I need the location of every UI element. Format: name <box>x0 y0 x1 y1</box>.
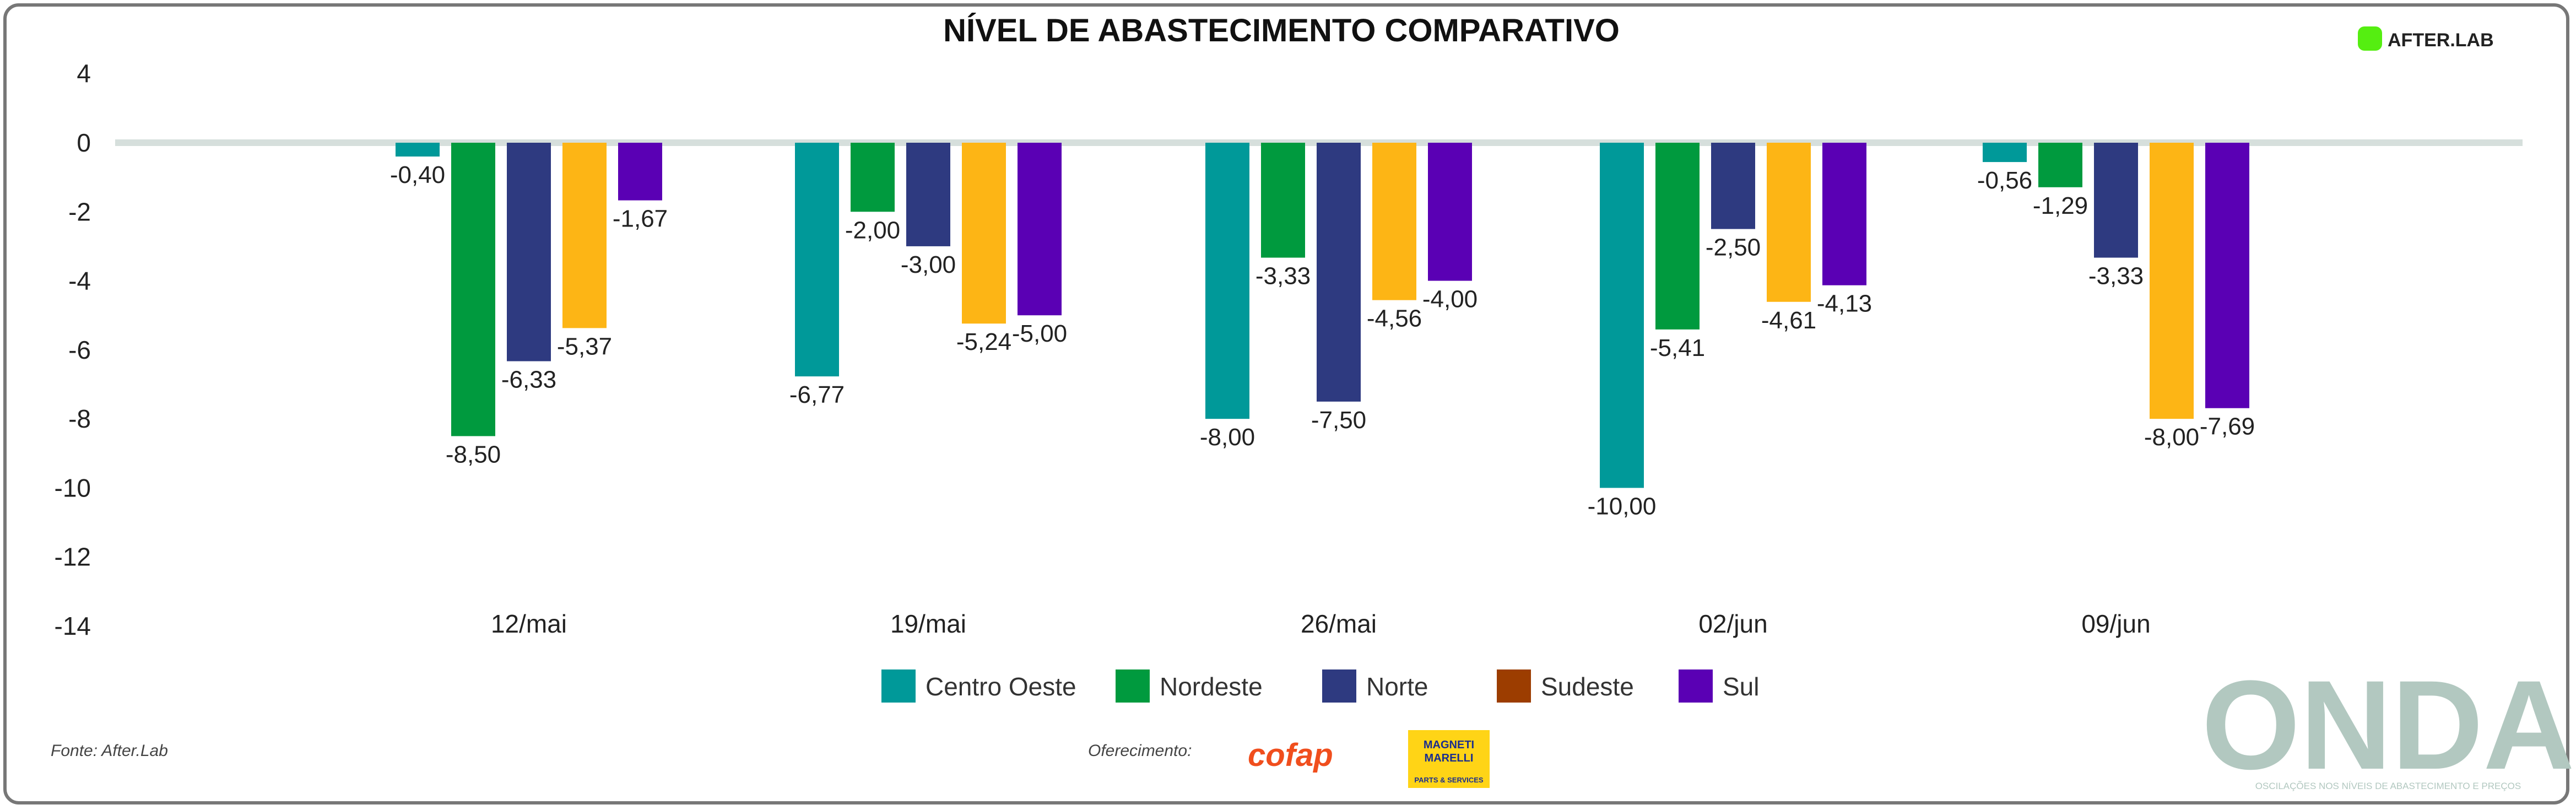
bar-sul <box>1018 143 1062 316</box>
data-label: -8,00 <box>2144 424 2199 451</box>
bar-sudeste <box>1372 143 1416 300</box>
data-label: -6,33 <box>501 366 556 393</box>
data-label: -4,56 <box>1367 305 1422 332</box>
bar-nordeste <box>1655 143 1700 330</box>
bar-sul <box>1428 143 1472 281</box>
y-tick-label: 0 <box>77 128 91 157</box>
data-label: -8,50 <box>446 441 501 468</box>
bar-centro-oeste <box>795 143 839 377</box>
y-tick-label: -4 <box>68 267 91 295</box>
data-label: -1,67 <box>613 206 668 233</box>
legend-swatch <box>1497 669 1531 703</box>
legend-swatch <box>1116 669 1150 703</box>
data-label: -5,00 <box>1012 320 1067 347</box>
legend-label: Centro Oeste <box>926 672 1076 701</box>
data-label: -4,61 <box>1761 307 1816 334</box>
bar-norte <box>507 143 551 361</box>
bar-norte <box>1317 143 1361 402</box>
legend-label: Nordeste <box>1160 672 1263 701</box>
bar-centro-oeste <box>1600 143 1644 488</box>
x-tick-label: 09/jun <box>2081 609 2150 638</box>
x-tick-label: 12/mai <box>491 609 567 638</box>
y-tick-label: -14 <box>55 612 91 640</box>
legend-swatch <box>1679 669 1713 703</box>
data-label: -2,00 <box>845 217 900 244</box>
chart-title: NÍVEL DE ABASTECIMENTO COMPARATIVO <box>943 13 1620 48</box>
magneti-marelli-logo: MAGNETI MARELLI PARTS & SERVICES <box>1408 730 1490 788</box>
cofap-logo: cofap <box>1248 737 1333 773</box>
y-tick-label: -10 <box>55 473 91 502</box>
bar-nordeste <box>2038 143 2082 187</box>
bar-sul <box>2205 143 2249 408</box>
onda-logo: ONDA <box>2201 654 2574 796</box>
legend-label: Norte <box>1366 672 1428 701</box>
chart-card <box>3 3 2569 804</box>
x-tick-label: 02/jun <box>1698 609 1767 638</box>
data-label: -5,37 <box>557 333 612 360</box>
data-label: -1,29 <box>2033 192 2088 219</box>
data-label: -5,41 <box>1650 334 1705 361</box>
y-tick-label: -8 <box>68 404 91 433</box>
bar-nordeste <box>1261 143 1305 258</box>
svg-text:PARTS & SERVICES: PARTS & SERVICES <box>1414 776 1484 784</box>
svg-text:MARELLI: MARELLI <box>1425 752 1474 764</box>
data-label: -5,24 <box>956 328 1011 355</box>
bar-sul <box>1822 143 1866 285</box>
bar-centro-oeste <box>396 143 440 157</box>
data-label: -8,00 <box>1200 424 1255 451</box>
data-label: -3,33 <box>2088 263 2144 290</box>
bar-sudeste <box>2150 143 2194 419</box>
data-label: -3,33 <box>1255 263 1311 290</box>
legend-swatch <box>881 669 916 703</box>
data-label: -0,40 <box>390 161 445 188</box>
y-tick-label: -6 <box>68 336 91 364</box>
y-tick-label: -2 <box>68 197 91 226</box>
data-label: -4,00 <box>1422 286 1478 313</box>
afterlab-logo: AFTER.LAB <box>2358 26 2494 51</box>
bar-norte <box>906 143 950 246</box>
data-label: -7,50 <box>1311 407 1366 434</box>
bar-nordeste <box>851 143 895 212</box>
data-label: -3,00 <box>901 251 956 278</box>
x-tick-label: 19/mai <box>890 609 966 638</box>
bar-centro-oeste <box>1983 143 2027 163</box>
bar-nordeste <box>451 143 495 436</box>
afterlab-logo-text: AFTER.LAB <box>2388 30 2494 51</box>
data-label: -6,77 <box>789 381 845 408</box>
bar-sudeste <box>962 143 1006 324</box>
svg-text:MAGNETI: MAGNETI <box>1424 739 1474 751</box>
bar-centro-oeste <box>1205 143 1249 419</box>
data-label: -10,00 <box>1588 493 1657 520</box>
source-note: Fonte: After.Lab <box>51 742 168 760</box>
legend-label: Sudeste <box>1541 672 1634 701</box>
legend-label: Sul <box>1723 672 1759 701</box>
onda-tagline: OSCILAÇÕES NOS NÍVEIS DE ABASTECIMENTO E… <box>2255 781 2521 791</box>
afterlab-logo-icon <box>2358 26 2382 51</box>
data-label: -7,69 <box>2200 413 2255 440</box>
bar-sudeste <box>562 143 607 328</box>
bar-norte <box>1711 143 1755 229</box>
data-label: -2,50 <box>1706 234 1761 261</box>
y-tick-label: 4 <box>77 59 91 88</box>
bar-sul <box>618 143 662 201</box>
bar-sudeste <box>1767 143 1811 302</box>
bar-norte <box>2094 143 2138 258</box>
data-label: -0,56 <box>1977 167 2032 194</box>
sponsors-label: Oferecimento: <box>1088 742 1192 760</box>
legend-swatch <box>1322 669 1356 703</box>
data-label: -4,13 <box>1817 290 1872 317</box>
y-tick-label: -12 <box>55 543 91 571</box>
x-tick-label: 26/mai <box>1301 609 1377 638</box>
